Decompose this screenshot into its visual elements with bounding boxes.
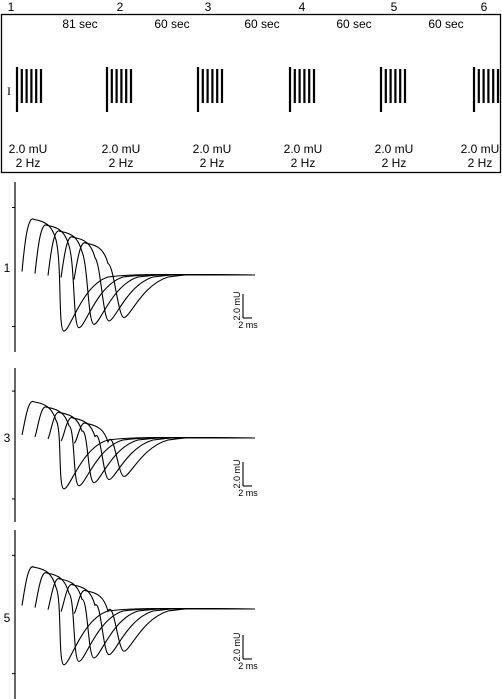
amplitude-scale-label: 2.0 mU: [232, 459, 242, 488]
stimulus-protocol-panel: 1 2 3 4 5 6 81 sec 60 sec 60 sec 60 sec …: [0, 0, 502, 174]
recording-panel-2: 2.0 mU2 ms: [12, 368, 258, 522]
intensity-label-5: 2.0 mU: [375, 142, 414, 156]
frequency-label-6: 2 Hz: [468, 156, 493, 170]
recording-panel-1: 2.0 mU2 ms: [12, 182, 258, 352]
current-marker: I: [7, 84, 11, 98]
action-potential-trace: [73, 242, 256, 319]
frequency-label-1: 2 Hz: [16, 156, 41, 170]
pulse-train-6: [472, 67, 500, 112]
interval-5: 60 sec: [428, 17, 463, 31]
panel-label-1: 1: [4, 261, 11, 275]
recording-panels: 1 3 5 2.0 mU2 ms2.0 mU2 ms2.0 mU2 ms: [4, 182, 258, 699]
action-potential-trace: [60, 236, 256, 322]
frequency-label-5: 2 Hz: [382, 156, 407, 170]
pulse-trains: [15, 67, 500, 112]
step-number-5: 5: [391, 0, 398, 14]
action-potential-trace: [34, 406, 256, 487]
action-potential-trace: [21, 401, 256, 490]
action-potential-trace: [47, 230, 256, 325]
frequency-label-4: 2 Hz: [291, 156, 316, 170]
interval-3: 60 sec: [244, 17, 279, 31]
action-potential-trace: [73, 590, 256, 652]
action-potential-trace: [60, 584, 256, 656]
pulse-train-5: [379, 67, 407, 112]
intensity-label-2: 2.0 mU: [102, 142, 141, 156]
protocol-frame: [0, 13, 502, 174]
amplitude-scale-label: 2.0 mU: [232, 632, 242, 661]
action-potential-trace: [60, 417, 256, 481]
pulse-train-1: [15, 67, 43, 112]
action-potential-trace: [34, 572, 256, 662]
time-scale-label: 2 ms: [238, 661, 258, 671]
time-scale-label: 2 ms: [238, 320, 258, 330]
panel-label-5: 5: [4, 611, 11, 625]
action-potential-trace: [34, 224, 256, 329]
time-scale-label: 2 ms: [238, 488, 258, 498]
step-number-4: 4: [299, 0, 306, 14]
frequency-label-2: 2 Hz: [109, 156, 134, 170]
pulse-train-2: [105, 67, 133, 112]
step-number-2: 2: [117, 0, 124, 14]
frequency-label-3: 2 Hz: [200, 156, 225, 170]
action-potential-trace: [21, 566, 256, 666]
step-number-1: 1: [8, 0, 15, 14]
pulse-train-4: [288, 67, 316, 112]
interval-4: 60 sec: [336, 17, 371, 31]
recording-panel-3: 2.0 mU2 ms: [12, 530, 258, 699]
action-potential-trace: [73, 422, 256, 478]
interval-1: 81 sec: [62, 17, 97, 31]
intensity-label-6: 2.0 mU: [461, 142, 500, 156]
panel-label-3: 3: [4, 431, 11, 445]
amplitude-scale-label: 2.0 mU: [232, 291, 242, 320]
interval-2: 60 sec: [154, 17, 189, 31]
intensity-label-4: 2.0 mU: [284, 142, 323, 156]
action-potential-trace: [47, 411, 256, 484]
intensity-label-1: 2.0 mU: [9, 142, 48, 156]
step-number-6: 6: [481, 0, 488, 14]
pulse-train-3: [196, 67, 224, 112]
step-number-3: 3: [205, 0, 212, 14]
action-potential-trace: [47, 578, 256, 659]
intensity-label-3: 2.0 mU: [193, 142, 232, 156]
